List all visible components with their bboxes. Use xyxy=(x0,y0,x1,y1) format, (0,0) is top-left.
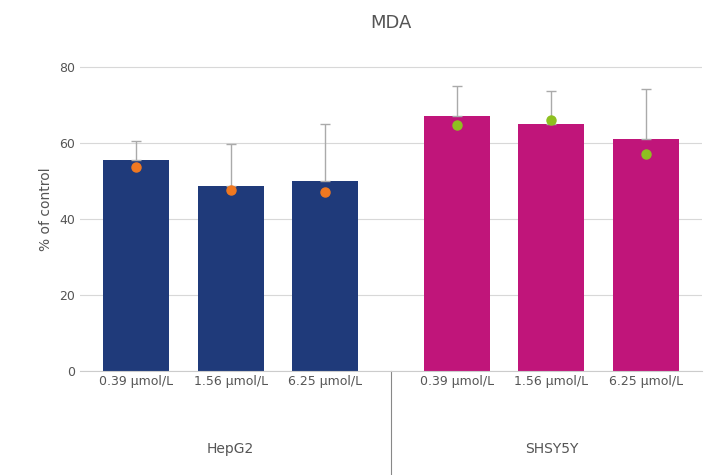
Bar xyxy=(292,180,358,370)
Bar xyxy=(613,139,678,370)
Bar xyxy=(198,186,264,370)
Text: SHSY5Y: SHSY5Y xyxy=(525,442,578,456)
Title: MDA: MDA xyxy=(370,14,412,32)
Y-axis label: % of control: % of control xyxy=(39,167,54,251)
Text: HepG2: HepG2 xyxy=(207,442,254,456)
Bar xyxy=(104,160,169,370)
Bar xyxy=(518,124,584,370)
Bar xyxy=(424,116,490,370)
